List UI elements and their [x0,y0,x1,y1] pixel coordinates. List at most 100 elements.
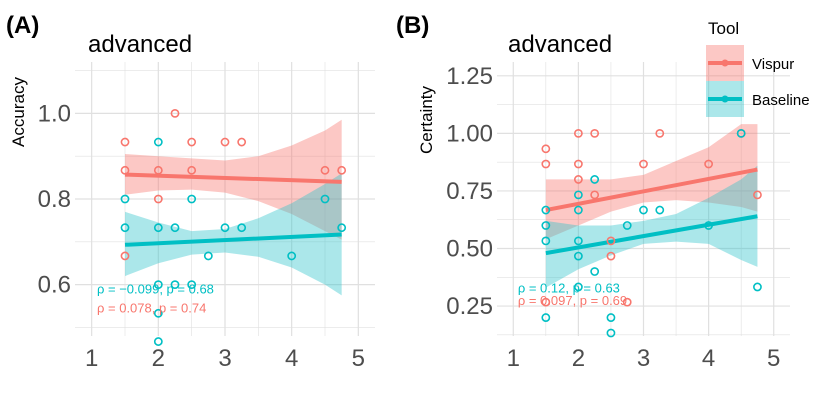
panel-a-vispur-point [120,251,130,261]
panel-a-vispur-point [153,194,163,204]
panel-b-x-tick-label: 5 [767,345,780,372]
panel-b-vispur-point [541,297,551,307]
panel-b-baseline-point [541,313,551,322]
panel-b-baseline-point [541,236,551,246]
panel-a-vispur-point [120,165,130,175]
panel-a-baseline-correlation-label: ρ = −0.099, p = 0.68 [97,282,214,297]
panel-a-vispur-point [320,165,330,175]
panel-a-baseline-point [120,223,130,233]
panel-b-vispur-point [573,159,583,169]
panel-a-baseline-point [170,223,180,233]
panel-a-y-axis-label: Accuracy [9,77,28,147]
panel-a-baseline-point [203,251,213,261]
panel-b-vispur-point [622,297,632,307]
panel-b-baseline-point [541,205,551,215]
panel-b: (B) advanced Certainty 1 2 3 4 5 0.25 0.50 0.75… [396,12,790,372]
panel-b-baseline-point [655,205,665,215]
panel-label-b: (B) [396,12,429,39]
panel-a-vispur-point [220,137,230,147]
panel-b-vispur-point [573,128,583,138]
panel-b-y-tick-label: 1.25 [446,63,493,90]
legend-key-baseline-point [721,95,729,103]
panel-b-baseline-point [573,251,583,261]
panel-b-vispur-point [606,236,616,246]
panel-b-vispur-point [590,190,600,200]
panel-a-x-tick-label: 3 [218,345,231,372]
panel-label-a: (A) [6,12,39,39]
panel-a-baseline-point [170,280,180,290]
panel-a-baseline-point [320,194,330,204]
panel-a-title: advanced [88,31,192,58]
panel-a-baseline-point [153,337,163,346]
legend-label-vispur: Vispur [752,56,794,73]
panel-a-y-tick-label: 0.8 [38,186,71,213]
panel-b-y-axis-label: Certainty [417,85,436,154]
panel-b-baseline-confidence-band [545,165,758,288]
panel-a-vispur-correlation-label: ρ = 0.078, p = 0.74 [97,300,206,315]
panel-b-vispur-point [590,128,600,138]
panel-a-baseline-point [187,280,197,290]
panel-b-vispur-point [573,175,583,184]
panel-b-baseline-point [573,236,583,246]
panel-a-x-tick-label: 4 [285,345,298,372]
panel-b-vispur-fit-line [545,167,758,213]
panel-a-vispur-point [237,137,247,147]
panel-b-baseline-correlation-label: ρ = 0.12, p = 0.63 [518,280,620,295]
panel-a-vispur-point [170,108,180,118]
legend-key-vispur-point [721,59,729,67]
panel-b-baseline-point [541,221,551,230]
panel-b-vispur-point [541,159,551,169]
panel-b-baseline-point [573,205,583,215]
panel-b-vispur-point [655,128,665,138]
legend: Tool Vispur Baseline [706,19,810,117]
panel-a-baseline-point [287,251,297,261]
panel-b-baseline-point [573,190,583,200]
panel-b-y-tick-label: 1.00 [446,120,493,147]
panel-a-baseline-point [187,194,197,204]
panel-b-baseline-point [573,282,583,292]
panel-a-plot-area: 1 2 3 4 5 0.6 0.8 1.0 ρ = −0.099, p = 0.68 ρ = 0.… [38,62,375,372]
panel-a-baseline-point [337,223,347,233]
panel-b-vispur-point [639,159,648,169]
panel-a-vispur-fit-line [124,172,342,184]
panel-a: (A) advanced Accuracy 1 2 3 4 5 0.6 0.8 1.0 ρ = … [6,12,375,372]
panel-a-baseline-point [153,137,163,147]
panel-b-baseline-point [606,313,616,322]
panel-b-x-tick-label: 4 [702,345,715,372]
panel-b-vispur-point [541,144,551,154]
panel-b-baseline-point [639,205,648,215]
panel-a-baseline-point [153,223,163,233]
panel-a-vispur-point [187,165,197,175]
panel-a-vispur-point [120,137,130,147]
panel-b-vispur-point [753,190,762,200]
panel-b-y-tick-label: 0.25 [446,293,493,320]
panel-b-vispur-point [704,159,714,169]
legend-title: Tool [708,19,739,38]
panel-a-baseline-fit-line [124,232,342,247]
panel-a-x-tick-label: 2 [152,345,165,372]
panel-b-plot-area: 1 2 3 4 5 0.25 0.50 0.75 1.00 1.25 ρ = 0.12, p = 0… [446,62,790,372]
panel-a-vispur-point [153,165,163,175]
panel-a-baseline-point [120,194,130,204]
panel-a-x-tick-label: 5 [352,345,365,372]
panel-a-x-tick-label: 1 [85,345,98,372]
panel-a-y-tick-label: 1.0 [38,100,71,127]
panel-a-vispur-point [187,137,197,147]
panel-b-baseline-point [590,267,600,276]
panel-a-vispur-point [337,165,347,175]
panel-b-baseline-fit-line [545,214,758,256]
panel-a-y-tick-label: 0.6 [38,272,71,299]
panel-b-baseline-point [704,221,714,230]
panel-b-x-tick-label: 1 [507,345,520,372]
panel-a-baseline-point [153,280,163,290]
panel-a-baseline-point [220,223,230,233]
panel-b-baseline-point [606,328,616,338]
panel-a-baseline-point [237,223,247,233]
panel-a-baseline-confidence-band [125,173,342,296]
panel-b-baseline-point [622,221,632,230]
panel-b-vispur-correlation-label: ρ = 0.097, p = 0.69 [518,293,627,308]
panel-b-baseline-point [753,282,762,292]
panel-b-x-tick-label: 3 [637,345,650,372]
panel-b-x-tick-label: 2 [572,345,585,372]
